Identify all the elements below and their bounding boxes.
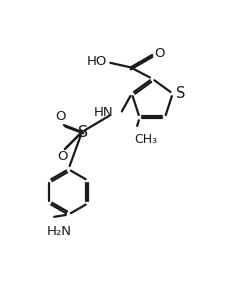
Text: CH₃: CH₃ — [134, 133, 157, 146]
Text: HO: HO — [86, 55, 106, 68]
Text: S: S — [176, 86, 185, 101]
Text: O: O — [154, 47, 164, 60]
Text: H₂N: H₂N — [47, 225, 72, 238]
Text: S: S — [77, 125, 87, 140]
Text: HN: HN — [94, 106, 113, 119]
Text: O: O — [57, 150, 68, 163]
Text: O: O — [55, 110, 65, 123]
